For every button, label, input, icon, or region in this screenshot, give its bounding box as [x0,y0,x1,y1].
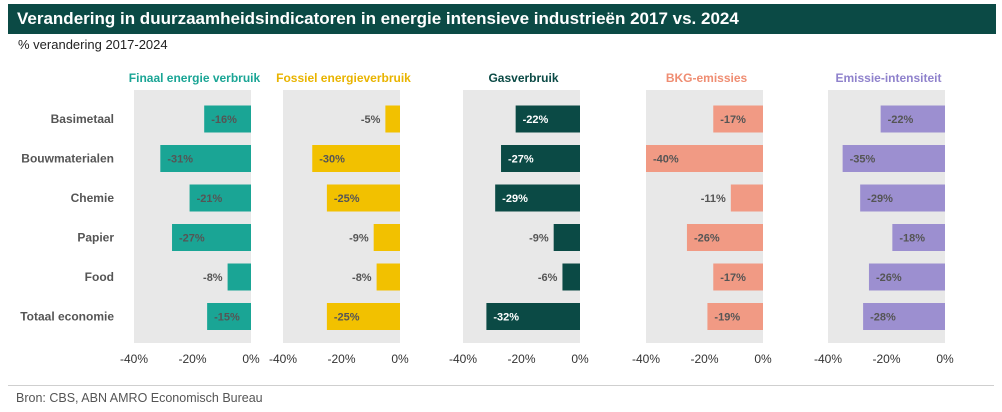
data-label-finaal-energie-verbruik-basimetaal: -16% [211,114,237,126]
bar-finaal-energie-verbruik-chemie [189,184,251,212]
chart-area: Basimetaal Bouwmaterialen Chemie Papier Food… [20,71,954,366]
category-label-bouwmaterialen: Bouwmaterialen [21,152,114,166]
data-label-gasverbruik-chemie: -29% [502,193,528,205]
bar-emissie-intensiteit-basimetaal [880,105,945,133]
source-note: Bron: CBS, ABN AMRO Economisch Bureau [16,391,263,405]
data-label-bkg-emissies-chemie: -11% [701,193,726,205]
data-label-fossiel-energieverbruik-totaal-economie: -25% [334,312,360,324]
data-label-finaal-energie-verbruik-papier: -27% [179,233,205,245]
x-tick-label-gasverbruik-2: 0% [571,352,589,366]
x-tick-label-gasverbruik-1: -20% [507,352,535,366]
data-label-finaal-energie-verbruik-totaal-economie: -15% [214,312,240,324]
bar-bkg-emissies-basimetaal [713,105,763,133]
x-tick-label-finaal-energie-verbruik-1: -20% [178,352,206,366]
series-title-emissie-intensiteit: Emissie-intensiteit [835,71,941,85]
chart-title: Verandering in duurzaamheidsindicatoren … [8,4,996,34]
series-title-fossiel-energieverbruik: Fossiel energieverbruik [276,71,411,85]
data-label-finaal-energie-verbruik-food: -8% [203,272,223,284]
bar-gasverbruik-bouwmaterialen [501,145,580,172]
bar-fossiel-energieverbruik-papier [373,224,400,251]
x-tick-label-fossiel-energieverbruik-2: 0% [391,352,409,366]
data-label-emissie-intensiteit-chemie: -29% [867,193,893,205]
bar-emissie-intensiteit-papier [892,224,945,251]
data-label-fossiel-energieverbruik-bouwmaterialen: -30% [319,154,345,166]
x-tick-label-emissie-intensiteit-2: 0% [936,352,954,366]
data-label-fossiel-energieverbruik-basimetaal: -5% [361,114,381,126]
bar-fossiel-energieverbruik-bouwmaterialen [312,145,400,172]
data-label-bkg-emissies-totaal-economie: -19% [714,312,740,324]
category-label-chemie: Chemie [71,191,115,205]
bar-fossiel-energieverbruik-food [376,263,400,291]
x-tick-label-gasverbruik-0: -40% [449,352,477,366]
bar-bkg-emissies-totaal-economie [707,303,763,330]
data-label-emissie-intensiteit-food: -26% [876,272,902,284]
x-tick-label-fossiel-energieverbruik-1: -20% [327,352,355,366]
bar-emissie-intensiteit-food [868,263,945,291]
bar-gasverbruik-totaal-economie [486,303,580,330]
bar-gasverbruik-chemie [495,184,580,212]
data-label-fossiel-energieverbruik-chemie: -25% [334,193,360,205]
bar-bkg-emissies-chemie [730,184,763,212]
x-tick-label-fossiel-energieverbruik-0: -40% [269,352,297,366]
data-label-fossiel-energieverbruik-food: -8% [352,272,372,284]
category-label-totaal-economie: Totaal economie [20,310,114,324]
data-label-gasverbruik-papier: -9% [529,233,549,245]
bar-finaal-energie-verbruik-totaal-economie [207,303,251,330]
x-tick-label-finaal-energie-verbruik-2: 0% [242,352,260,366]
x-tick-label-emissie-intensiteit-1: -20% [872,352,900,366]
bar-emissie-intensiteit-totaal-economie [863,303,945,330]
data-label-gasverbruik-totaal-economie: -32% [493,312,519,324]
bar-finaal-energie-verbruik-papier [172,224,251,251]
data-label-gasverbruik-food: -6% [538,272,558,284]
bar-fossiel-energieverbruik-chemie [326,184,400,212]
bar-finaal-energie-verbruik-bouwmaterialen [160,145,251,172]
data-label-gasverbruik-basimetaal: -22% [523,114,549,126]
data-label-bkg-emissies-food: -17% [720,272,746,284]
series-title-gasverbruik: Gasverbruik [488,71,558,85]
bar-bkg-emissies-food [713,263,763,291]
data-label-gasverbruik-bouwmaterialen: -27% [508,154,534,166]
data-label-emissie-intensiteit-totaal-economie: -28% [870,312,896,324]
series-title-bkg-emissies: BKG-emissies [666,71,748,85]
chart-subtitle: % verandering 2017-2024 [18,37,168,52]
data-label-finaal-energie-verbruik-chemie: -21% [197,193,223,205]
x-tick-label-finaal-energie-verbruik-0: -40% [120,352,148,366]
bar-emissie-intensiteit-chemie [860,184,945,212]
bar-fossiel-energieverbruik-basimetaal [385,105,400,133]
category-label-basimetaal: Basimetaal [51,112,114,126]
data-label-bkg-emissies-bouwmaterialen: -40% [653,154,679,166]
bar-emissie-intensiteit-bouwmaterialen [842,145,945,172]
data-label-emissie-intensiteit-bouwmaterialen: -35% [850,154,876,166]
x-tick-label-bkg-emissies-2: 0% [754,352,772,366]
data-label-bkg-emissies-papier: -26% [694,233,720,245]
category-label-food: Food [85,270,114,284]
bar-gasverbruik-food [562,263,580,291]
series-title-finaal-energie-verbruik: Finaal energie verbruik [129,71,261,85]
category-label-papier: Papier [77,231,114,245]
bar-gasverbruik-basimetaal [515,105,580,133]
x-tick-label-bkg-emissies-0: -40% [632,352,660,366]
panel-background-fossiel-energieverbruik [283,90,400,343]
data-label-emissie-intensiteit-papier: -18% [899,233,925,245]
bar-finaal-energie-verbruik-food [227,263,251,291]
bar-bkg-emissies-papier [686,224,763,251]
bar-finaal-energie-verbruik-basimetaal [204,105,251,133]
bar-gasverbruik-papier [553,224,580,251]
footer-divider [8,385,994,386]
data-label-bkg-emissies-basimetaal: -17% [720,114,746,126]
data-label-finaal-energie-verbruik-bouwmaterialen: -31% [167,154,193,166]
data-label-fossiel-energieverbruik-papier: -9% [349,233,369,245]
data-label-emissie-intensiteit-basimetaal: -22% [888,114,914,126]
x-tick-label-bkg-emissies-1: -20% [690,352,718,366]
bar-bkg-emissies-bouwmaterialen [646,145,763,172]
x-tick-label-emissie-intensiteit-0: -40% [814,352,842,366]
bar-fossiel-energieverbruik-totaal-economie [326,303,400,330]
